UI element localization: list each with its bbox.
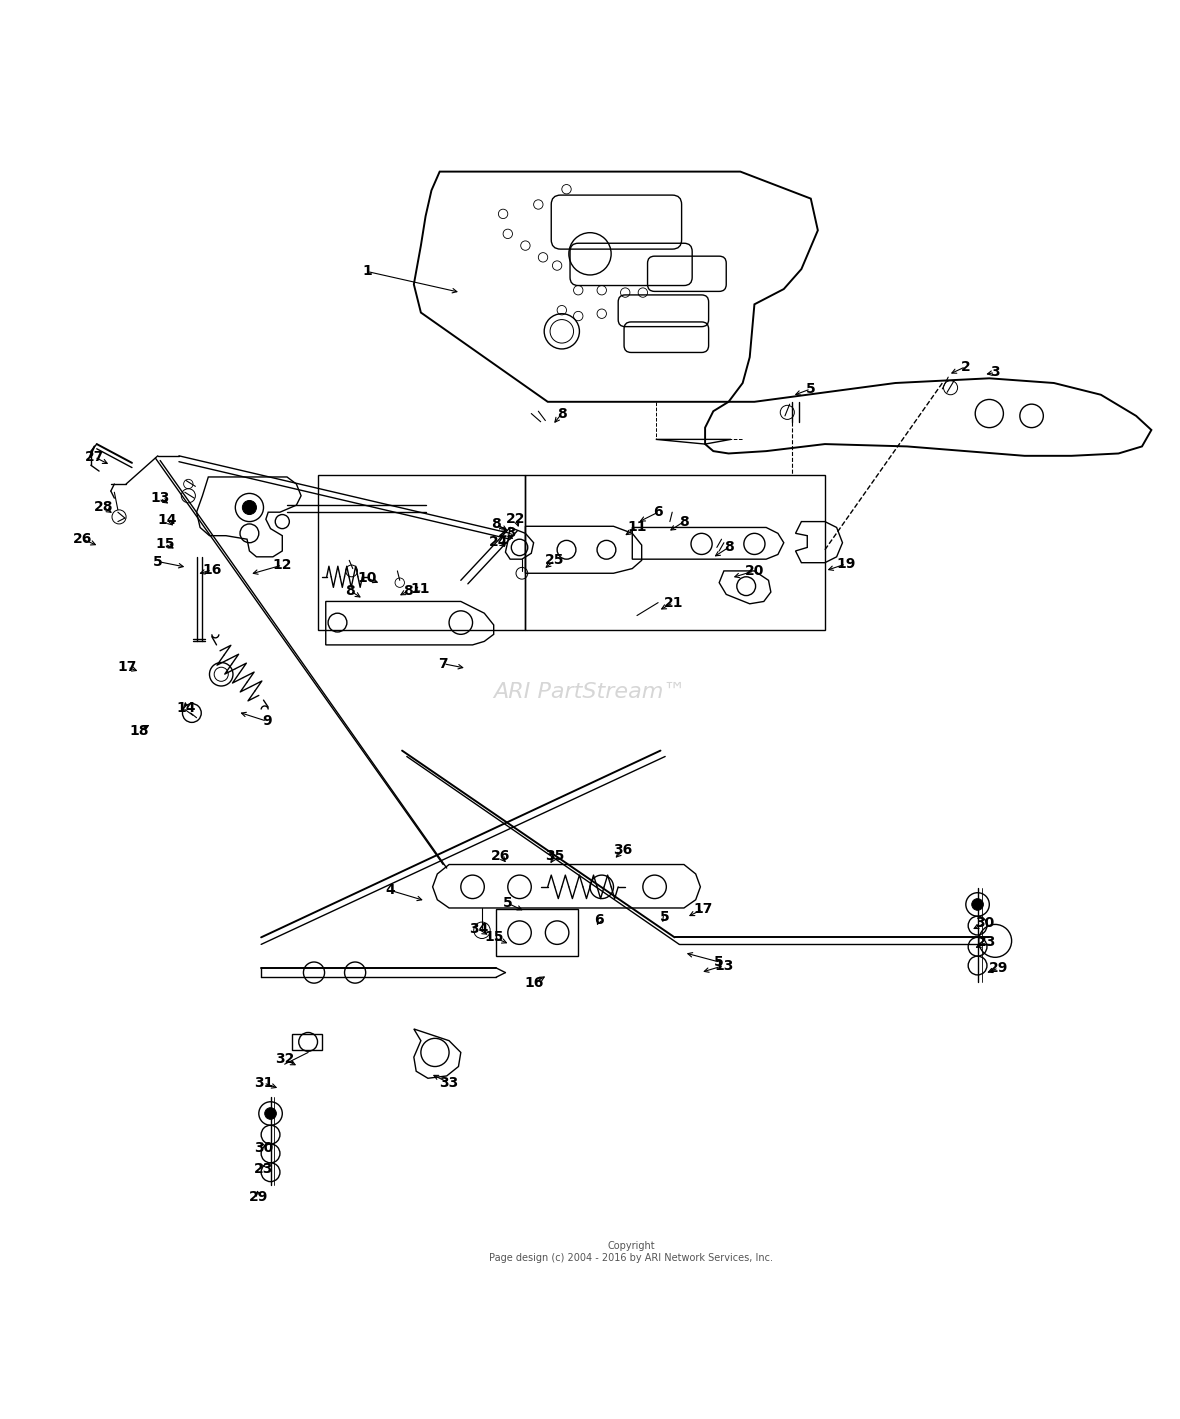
Text: 13: 13 bbox=[151, 491, 170, 505]
Text: 28: 28 bbox=[94, 501, 113, 515]
Text: 10: 10 bbox=[358, 570, 376, 585]
Text: 29: 29 bbox=[989, 961, 1009, 975]
Text: 8: 8 bbox=[557, 406, 566, 420]
Text: 16: 16 bbox=[524, 976, 543, 990]
Text: 9: 9 bbox=[262, 714, 271, 728]
Text: 26: 26 bbox=[73, 532, 92, 546]
Text: 29: 29 bbox=[249, 1191, 269, 1203]
Text: 30: 30 bbox=[975, 917, 995, 931]
Text: 20: 20 bbox=[745, 563, 765, 578]
Text: 15: 15 bbox=[155, 536, 175, 551]
Text: 14: 14 bbox=[157, 514, 177, 528]
Text: 30: 30 bbox=[254, 1141, 273, 1155]
Text: 15: 15 bbox=[484, 931, 504, 944]
Text: 12: 12 bbox=[273, 558, 291, 572]
Text: 26: 26 bbox=[491, 850, 511, 863]
Text: 5: 5 bbox=[153, 555, 163, 569]
Text: 32: 32 bbox=[275, 1053, 294, 1067]
Text: 6: 6 bbox=[654, 505, 663, 519]
Text: 27: 27 bbox=[85, 450, 104, 464]
Text: 25: 25 bbox=[545, 553, 564, 568]
Circle shape bbox=[264, 1108, 276, 1120]
Circle shape bbox=[242, 501, 256, 515]
Text: 34: 34 bbox=[468, 922, 489, 937]
Text: 14: 14 bbox=[176, 701, 196, 715]
Text: 8: 8 bbox=[491, 517, 502, 531]
Text: 7: 7 bbox=[439, 657, 448, 671]
Text: 5: 5 bbox=[503, 897, 512, 910]
Text: 3: 3 bbox=[990, 366, 999, 379]
Text: 8: 8 bbox=[346, 583, 355, 597]
Text: Copyright
Page design (c) 2004 - 2016 by ARI Network Services, Inc.: Copyright Page design (c) 2004 - 2016 by… bbox=[489, 1242, 773, 1263]
Text: 8: 8 bbox=[723, 541, 734, 555]
Text: 11: 11 bbox=[409, 582, 430, 596]
Text: 11: 11 bbox=[628, 521, 647, 535]
Text: 35: 35 bbox=[545, 850, 564, 863]
Text: 23: 23 bbox=[254, 1162, 274, 1176]
Text: ARI PartStream™: ARI PartStream™ bbox=[493, 683, 687, 702]
Text: 23: 23 bbox=[977, 935, 997, 949]
Circle shape bbox=[971, 898, 983, 911]
Text: 18: 18 bbox=[130, 724, 149, 738]
Text: 6: 6 bbox=[595, 912, 604, 927]
Text: 17: 17 bbox=[118, 660, 137, 674]
Text: 22: 22 bbox=[506, 512, 526, 526]
Text: 33: 33 bbox=[439, 1076, 459, 1090]
Text: 23: 23 bbox=[498, 526, 518, 541]
Text: 2: 2 bbox=[961, 359, 971, 373]
Text: 8: 8 bbox=[404, 583, 413, 597]
Text: 36: 36 bbox=[614, 843, 632, 857]
Text: 8: 8 bbox=[678, 515, 689, 529]
Text: 24: 24 bbox=[489, 535, 509, 549]
Text: 31: 31 bbox=[254, 1076, 274, 1090]
Text: 17: 17 bbox=[693, 902, 713, 917]
Text: 19: 19 bbox=[837, 556, 856, 570]
Text: 16: 16 bbox=[202, 563, 222, 576]
Text: 1: 1 bbox=[362, 264, 372, 278]
Text: 21: 21 bbox=[663, 596, 683, 610]
Text: 5: 5 bbox=[714, 955, 725, 969]
Text: 5: 5 bbox=[661, 911, 670, 924]
Text: 5: 5 bbox=[806, 382, 815, 396]
Text: 4: 4 bbox=[386, 884, 395, 897]
Text: 13: 13 bbox=[714, 958, 734, 972]
